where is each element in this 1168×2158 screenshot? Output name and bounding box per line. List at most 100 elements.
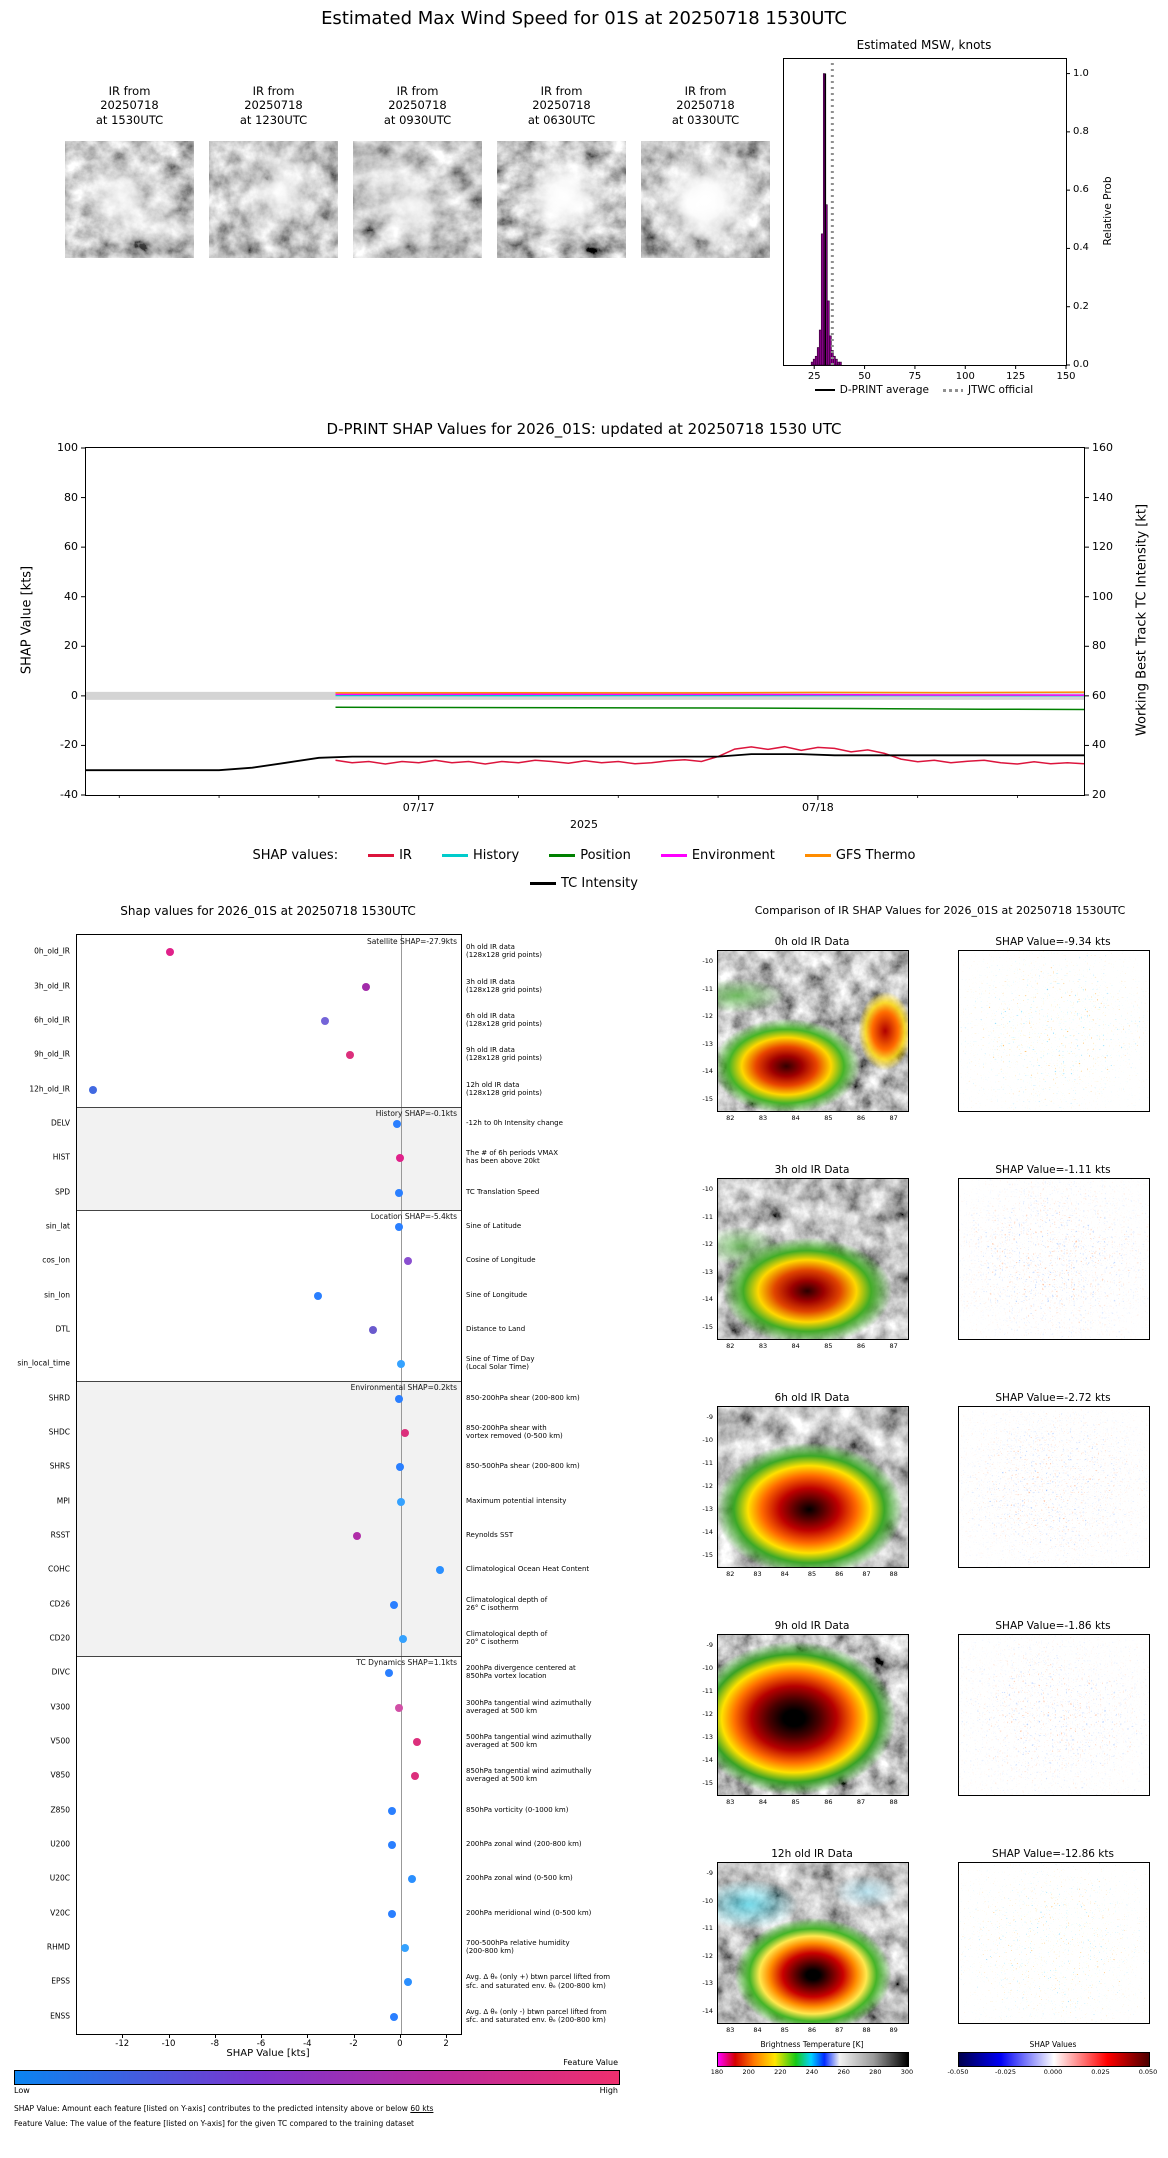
feature-dot — [394, 1703, 403, 1712]
axis-tick-label: -11 — [702, 1212, 713, 1221]
axis-tick-label: 20 — [1092, 788, 1106, 801]
x-tick — [261, 2034, 263, 2038]
feature-dot — [401, 1428, 410, 1437]
histogram-bar — [839, 361, 842, 366]
axis-tick-label: 100 — [1092, 589, 1113, 603]
legend-label: Environment — [691, 848, 775, 863]
colorbar-tick-label: 180 — [710, 2068, 724, 2076]
shap-value-title: SHAP Value=-12.86 kts — [992, 1848, 1114, 1860]
feature-label: 3h_old_IR — [34, 981, 70, 991]
dotplot-area: Satellite SHAP=-27.9kts History SHAP=-0.1… — [76, 934, 462, 2035]
axis-tick-label: 60 — [64, 540, 78, 554]
axis-tick-label: 80 — [64, 490, 78, 504]
feature-description: 500hPa tangential wind azimuthally avera… — [466, 1733, 592, 1750]
x-tick — [353, 2034, 355, 2038]
histogram-bar — [810, 361, 814, 366]
colorbar-tick-label: 260 — [837, 2068, 850, 2076]
convection-blob — [718, 951, 908, 1111]
feature-description: 300hPa tangential wind azimuthally avera… — [466, 1698, 592, 1715]
axis-tick-label: 82 — [726, 1342, 735, 1350]
colorbar-tick-label: 240 — [805, 2068, 819, 2076]
axis-tick-label: 40 — [1092, 738, 1106, 752]
feature-dot — [408, 1875, 417, 1884]
feature-description: 850-500hPa shear (200-800 km) — [466, 1462, 580, 1471]
dotplot-title: Shap values for 2026_01S at 20250718 153… — [120, 904, 416, 918]
shap-heatmap — [958, 950, 1150, 1112]
axis-tick-label: 85 — [824, 1114, 833, 1122]
axis-tick-label: -9 — [706, 1869, 713, 1878]
feature-label: RHMD — [46, 1942, 70, 1952]
feature-description: Maximum potential intensity — [466, 1496, 567, 1505]
shap-value-title: SHAP Value=-2.72 kts — [995, 1392, 1111, 1404]
axis-tick-label: 86 — [856, 1342, 866, 1350]
axis-tick-label: 80 — [1092, 639, 1106, 653]
feature-dot — [352, 1532, 361, 1541]
histogram-svg — [810, 59, 1070, 369]
x-tick — [168, 2034, 170, 2038]
series-line-swatch — [441, 854, 468, 857]
legend-item: JTWC official — [943, 384, 1033, 396]
feature-description: 700-500hPa relative humidity (200-800 km… — [466, 1939, 570, 1956]
ir-brightness-temperature-map — [717, 1406, 909, 1568]
axis-tick-label: 84 — [791, 1114, 800, 1122]
colorbar-tick-label: -0.025 — [995, 2068, 1016, 2076]
axis-tick-label: 83 — [758, 1342, 768, 1350]
feature-dot — [393, 1119, 402, 1128]
axis-tick-label: 87 — [862, 1570, 871, 1578]
feature-description: 3h old IR data (128x128 grid points) — [466, 977, 542, 994]
legend-label: JTWC official — [968, 384, 1034, 396]
axis-tick-label: 25 — [807, 371, 821, 382]
legend-label: D-PRINT average — [839, 384, 929, 396]
dotplot-xlabel: SHAP Value [kts] — [226, 2048, 310, 2059]
axis-tick-label: -14 — [702, 2006, 713, 2015]
feature-dot — [396, 1497, 405, 1506]
axis-tick-label: -11 — [702, 984, 713, 993]
histogram-bar — [820, 233, 824, 366]
series-line-swatch — [368, 854, 395, 857]
feature-dot — [395, 1463, 404, 1472]
ir-thumbnail: IR from 20250718 at 0330UTC — [641, 84, 770, 258]
legend-item: D-PRINT average — [814, 384, 929, 396]
ir-brightness-temperature-map — [717, 1862, 909, 2024]
legend-label: TC Intensity — [561, 876, 638, 891]
legend-prefix: SHAP values: — [252, 848, 339, 863]
ir-thumbnail-label: IR from 20250718 at 0930UTC — [383, 84, 452, 127]
axis-tick-label: -14 — [702, 1755, 713, 1764]
series-line-swatch — [660, 854, 687, 857]
feature-dot — [320, 1016, 329, 1025]
zero-line — [400, 935, 402, 2034]
feature-dot — [403, 1257, 412, 1266]
axis-tick-label: -20 — [60, 738, 78, 752]
timeseries-legend-row2: TC Intensity — [0, 876, 1168, 891]
ir-data-title: 0h old IR Data — [774, 936, 850, 948]
feature-label: COHC — [47, 1564, 70, 1574]
ir-data-title: 6h old IR Data — [774, 1392, 850, 1404]
edge-fade-overlay — [959, 951, 1149, 1111]
feature-label: cos_lon — [42, 1255, 70, 1265]
feature-description: 9h old IR data (128x128 grid points) — [466, 1046, 542, 1063]
axis-tick-label: -6 — [256, 2039, 266, 2049]
axis-tick-label: 85 — [824, 1342, 833, 1350]
axis-tick-label: -12 — [702, 1012, 713, 1021]
axis-tick-label: 87 — [889, 1342, 898, 1350]
axis-tick-label: 83 — [726, 2026, 735, 2034]
feature-description: Reynolds SST — [466, 1530, 514, 1539]
feature-label: DTL — [55, 1324, 70, 1334]
ir-thumbnail: IR from 20250718 at 1230UTC — [209, 84, 338, 258]
feature-label: 6h_old_IR — [34, 1015, 70, 1025]
feature-dot — [387, 1909, 396, 1918]
section-divider — [77, 1656, 461, 1658]
section-divider — [77, 1381, 461, 1383]
axis-tick-label: 84 — [791, 1342, 800, 1350]
feature-description: Avg. Δ θₑ (only +) btwn parcel lifted fr… — [466, 1973, 611, 1990]
series-tc-intensity — [86, 753, 1084, 772]
series-line-swatch — [549, 854, 576, 857]
dotplot-xticks: -12 -10 -8 -6 -4 -2 0 2 — [76, 2034, 460, 2054]
feature-label: 12h_old_IR — [29, 1084, 70, 1094]
colorbar-tick-label: 300 — [900, 2068, 914, 2076]
histogram-bar — [814, 355, 818, 366]
colorbar-tick-label: 0.025 — [1091, 2068, 1110, 2076]
feature-description: Distance to Land — [466, 1324, 526, 1333]
axis-tick-label: -14 — [702, 1067, 713, 1076]
axis-tick-label: -2 — [349, 2039, 358, 2049]
